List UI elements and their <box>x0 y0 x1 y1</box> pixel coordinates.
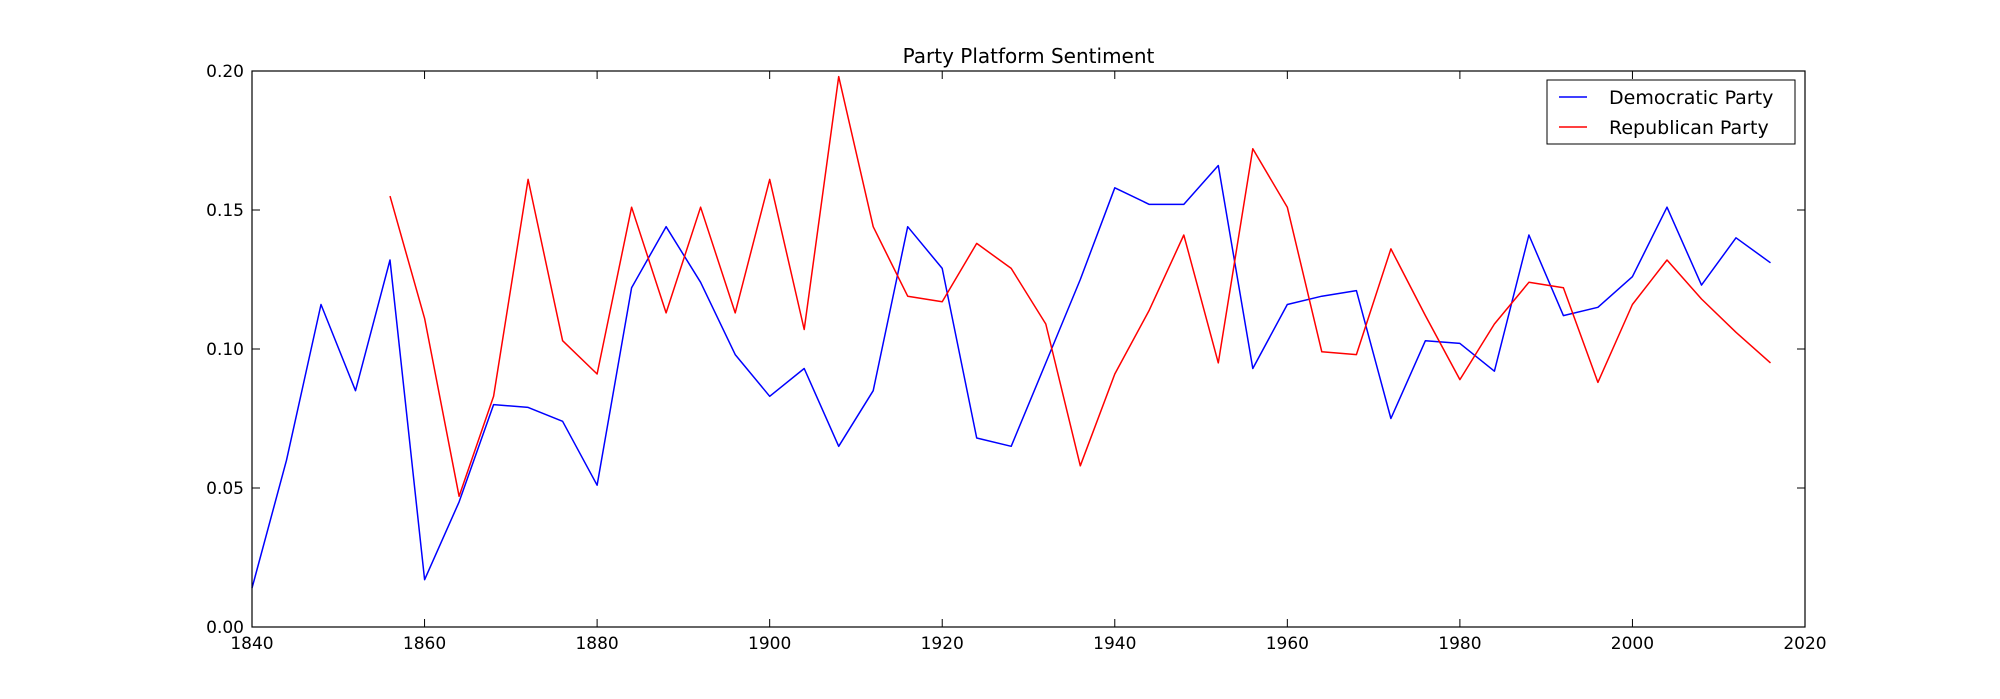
chart-title: Party Platform Sentiment <box>903 44 1155 68</box>
plot-frame <box>251 70 1806 628</box>
x-tick-label: 1980 <box>1438 634 1481 654</box>
y-tick-label: 0.00 <box>206 618 244 638</box>
legend-label: Democratic Party <box>1609 87 1773 109</box>
x-axis: 1840 1860 1880 1900 1920 1940 1960 1980 2000 2020 <box>230 71 1827 654</box>
x-tick-label: 1940 <box>1093 634 1136 654</box>
legend: Democratic Party Republican Party <box>1546 79 1796 145</box>
x-tick-label: 1960 <box>1266 634 1309 654</box>
x-tick-label: 2000 <box>1611 634 1654 654</box>
y-tick-label: 0.15 <box>206 201 244 221</box>
legend-label: Republican Party <box>1609 117 1769 139</box>
y-tick-label: 0.20 <box>206 62 244 82</box>
x-tick-label: 1920 <box>921 634 964 654</box>
x-tick-label: 1840 <box>230 634 273 654</box>
y-axis: 0.00 0.05 0.10 0.15 0.20 <box>206 62 1805 638</box>
x-tick-label: 1900 <box>748 634 791 654</box>
legend-box <box>1546 79 1796 145</box>
x-tick-label: 2020 <box>1783 634 1826 654</box>
x-tick-label: 1880 <box>575 634 618 654</box>
y-tick-label: 0.05 <box>206 479 244 499</box>
y-tick-label: 0.10 <box>206 340 244 360</box>
series-line-democratic <box>251 164 1771 589</box>
series-layer <box>251 75 1771 589</box>
series-line-republican <box>389 75 1771 498</box>
x-tick-label: 1860 <box>403 634 446 654</box>
